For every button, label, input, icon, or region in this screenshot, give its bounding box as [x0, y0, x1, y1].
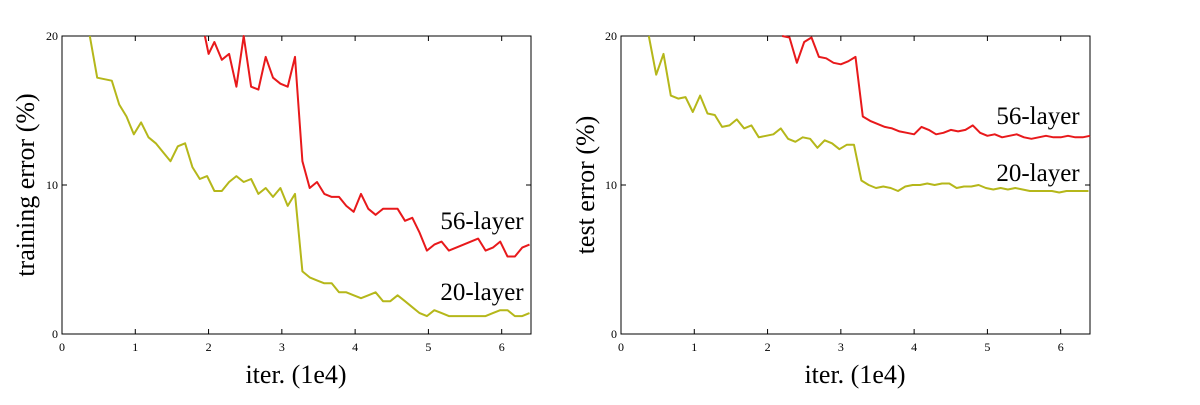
- x-tick-label: 4: [352, 340, 358, 354]
- series-label-56-layer: 56-layer: [996, 103, 1080, 130]
- x-tick-label: 3: [279, 340, 285, 354]
- y-tick-label: 0: [611, 327, 617, 341]
- x-tick-label: 6: [499, 340, 505, 354]
- y-tick-label: 20: [605, 29, 617, 43]
- series-line-56-layer: [203, 35, 530, 258]
- training-error-chart: 0 1 2 3 4 5 6 0 10 20 iter. (1e4) training error…: [11, 29, 532, 389]
- y-axis-label: training error (%): [11, 93, 40, 276]
- series-line-20-layer: [647, 35, 1089, 194]
- y-tick-label: 20: [46, 29, 58, 43]
- x-tick-label: 1: [691, 340, 697, 354]
- test-error-chart: 0 1 2 3 4 5 6 0 10 20 iter. (1e4) test error (%)…: [571, 29, 1091, 389]
- x-tick-label: 5: [984, 340, 990, 354]
- x-ticks: 0 1 2 3 4 5 6: [618, 36, 1064, 354]
- x-tick-label: 0: [618, 340, 624, 354]
- y-ticks: 0 10 20: [605, 29, 1090, 341]
- series-line-56-layer: [781, 35, 1091, 140]
- x-axis-label: iter. (1e4): [804, 360, 905, 389]
- y-tick-label: 10: [46, 178, 58, 192]
- y-axis-label: test error (%): [571, 116, 600, 255]
- x-tick-label: 1: [132, 340, 138, 354]
- x-tick-label: 5: [425, 340, 431, 354]
- series-label-20-layer: 20-layer: [440, 279, 524, 306]
- y-tick-label: 10: [605, 178, 617, 192]
- x-tick-label: 2: [765, 340, 771, 354]
- y-ticks: 0 10 20: [46, 29, 531, 341]
- x-tick-label: 4: [911, 340, 917, 354]
- x-tick-label: 6: [1058, 340, 1064, 354]
- series-label-20-layer: 20-layer: [996, 160, 1080, 187]
- x-tick-label: 0: [59, 340, 65, 354]
- series-line-20-layer: [88, 35, 530, 318]
- x-tick-label: 3: [838, 340, 844, 354]
- series-lines: [647, 35, 1091, 194]
- y-tick-label: 0: [52, 327, 58, 341]
- x-tick-label: 2: [206, 340, 212, 354]
- series-label-56-layer: 56-layer: [440, 208, 524, 235]
- x-ticks: 0 1 2 3 4 5 6: [59, 36, 505, 354]
- x-axis-label: iter. (1e4): [245, 360, 346, 389]
- series-lines: [88, 35, 530, 318]
